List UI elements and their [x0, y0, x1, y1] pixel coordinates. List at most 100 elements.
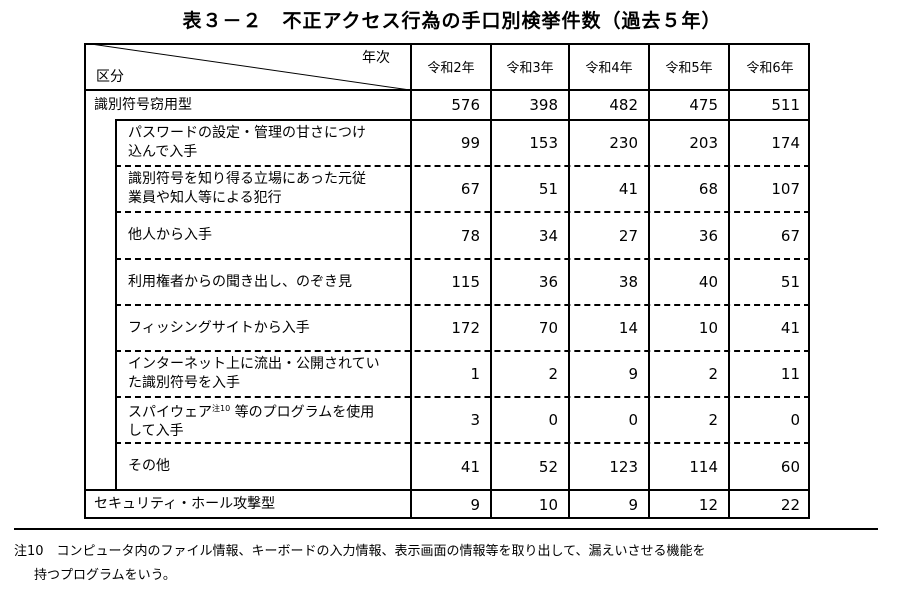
year-header: 令和5年 — [648, 43, 728, 90]
cell-value: 22 — [728, 490, 810, 519]
cell-value: 78 — [410, 212, 490, 259]
row-label-text: 等のプログラムを使用 — [230, 404, 375, 421]
cell-value: 60 — [728, 443, 810, 490]
table-row: フィッシングサイトから入手 172 70 14 10 41 — [84, 305, 810, 351]
row-label: その他 — [128, 458, 170, 474]
row-label: インターネット上に流出・公開されてい た識別符号を入手 — [84, 351, 410, 397]
cell-value: 99 — [410, 120, 490, 166]
row-label: フィッシングサイトから入手 — [128, 319, 310, 336]
cell-value: 2 — [490, 351, 568, 397]
cell-value: 70 — [490, 305, 568, 351]
table-row: 利用権者からの聞き出し、のぞき見 115 36 38 40 51 — [84, 259, 810, 305]
row-label: 識別符号を知り得る立場にあった元従 業員や知人等による犯行 — [84, 166, 410, 212]
cell-value: 67 — [728, 212, 810, 259]
table-row: パスワードの設定・管理の甘さにつけ 込んで入手 99 153 230 203 1… — [84, 120, 810, 166]
cell-value: 36 — [490, 259, 568, 305]
row-label-line: して入手 — [128, 423, 184, 440]
cell-value: 123 — [568, 443, 648, 490]
corner-year-label: 年次 — [362, 50, 390, 66]
cell-value: 9 — [568, 490, 648, 519]
year-header: 令和2年 — [410, 43, 490, 90]
cell-value: 174 — [728, 120, 810, 166]
divider — [115, 119, 810, 121]
cell-value: 3 — [410, 397, 490, 443]
cell-value: 482 — [568, 90, 648, 120]
row-label-line: 込んで入手 — [128, 144, 198, 160]
corner-category-label: 区分 — [96, 69, 124, 85]
cell-value: 68 — [648, 166, 728, 212]
divider — [115, 350, 810, 352]
cell-value: 10 — [490, 490, 568, 519]
cell-value: 203 — [648, 120, 728, 166]
table-header-row: 年次 区分 令和2年 令和3年 令和4年 令和5年 令和6年 — [84, 43, 810, 90]
row-label: パスワードの設定・管理の甘さにつけ 込んで入手 — [84, 120, 410, 166]
row-label-line: パスワードの設定・管理の甘さにつけ — [128, 125, 366, 141]
cell-value: 9 — [568, 351, 648, 397]
row-label: 他人から入手 — [128, 227, 212, 243]
cell-value: 153 — [490, 120, 568, 166]
indent-divider — [115, 120, 117, 490]
cell-value: 34 — [490, 212, 568, 259]
row-label-line: た識別符号を入手 — [128, 375, 240, 391]
table-row: 識別符号窃用型 576 398 482 475 511 — [84, 90, 810, 120]
cell-value: 51 — [728, 259, 810, 305]
footnote-line: 持つプログラムをいう。 — [34, 568, 176, 583]
cell-value: 115 — [410, 259, 490, 305]
table-title: 表３－２ 不正アクセス行為の手口別検挙件数（過去５年） — [182, 10, 722, 32]
cell-value: 475 — [648, 90, 728, 120]
cell-value: 576 — [410, 90, 490, 120]
cell-value: 1 — [410, 351, 490, 397]
cell-value: 230 — [568, 120, 648, 166]
row-label-line: 業員や知人等による犯行 — [128, 190, 282, 206]
corner-cell: 年次 区分 — [84, 43, 410, 90]
cell-value: 41 — [410, 443, 490, 490]
row-label-line: 識別符号を知り得る立場にあった元従 — [128, 171, 366, 187]
divider — [115, 165, 810, 167]
footnote-line: 注10 コンピュータ内のファイル情報、キーボードの入力情報、表示画面の情報等を取… — [14, 544, 706, 559]
row-label: セキュリティ・ホール攻撃型 — [94, 496, 276, 512]
footnote-rule — [14, 528, 878, 530]
cell-value: 9 — [410, 490, 490, 519]
cell-value: 0 — [728, 397, 810, 443]
cell-value: 52 — [490, 443, 568, 490]
footnote: 注10 コンピュータ内のファイル情報、キーボードの入力情報、表示画面の情報等を取… — [14, 540, 894, 588]
row-label: スパイウェア注10 等のプログラムを使用 して入手 — [84, 397, 410, 443]
cell-value: 2 — [648, 351, 728, 397]
cell-value: 172 — [410, 305, 490, 351]
table-row: スパイウェア注10 等のプログラムを使用 して入手 3 0 0 2 0 — [84, 397, 810, 443]
table-row: その他 41 52 123 114 60 — [84, 443, 810, 490]
divider — [84, 89, 810, 91]
cell-value: 67 — [410, 166, 490, 212]
cell-value: 38 — [568, 259, 648, 305]
row-label-line: スパイウェア注10 等のプログラムを使用 — [128, 399, 374, 423]
cell-value: 11 — [728, 351, 810, 397]
cell-value: 27 — [568, 212, 648, 259]
cell-value: 41 — [728, 305, 810, 351]
cell-value: 51 — [490, 166, 568, 212]
cell-value: 114 — [648, 443, 728, 490]
divider — [115, 396, 810, 398]
cell-value: 10 — [648, 305, 728, 351]
year-header: 令和4年 — [568, 43, 648, 90]
cell-value: 107 — [728, 166, 810, 212]
cell-value: 14 — [568, 305, 648, 351]
divider — [115, 258, 810, 260]
year-header: 令和6年 — [728, 43, 810, 90]
cell-value: 40 — [648, 259, 728, 305]
table-row: 他人から入手 78 34 27 36 67 — [84, 212, 810, 259]
cell-value: 511 — [728, 90, 810, 120]
footnote-ref: 注10 — [212, 403, 231, 413]
table-row: インターネット上に流出・公開されてい た識別符号を入手 1 2 9 2 11 — [84, 351, 810, 397]
row-label: 利用権者からの聞き出し、のぞき見 — [128, 273, 352, 290]
cell-value: 12 — [648, 490, 728, 519]
row-label: 識別符号窃用型 — [94, 96, 192, 113]
cell-value: 41 — [568, 166, 648, 212]
cell-value: 0 — [568, 397, 648, 443]
table-row: 識別符号を知り得る立場にあった元従 業員や知人等による犯行 67 51 41 6… — [84, 166, 810, 212]
divider — [115, 442, 810, 444]
divider — [115, 304, 810, 306]
row-label-text: スパイウェア — [128, 404, 212, 421]
cell-value: 2 — [648, 397, 728, 443]
cell-value: 36 — [648, 212, 728, 259]
divider — [115, 211, 810, 213]
